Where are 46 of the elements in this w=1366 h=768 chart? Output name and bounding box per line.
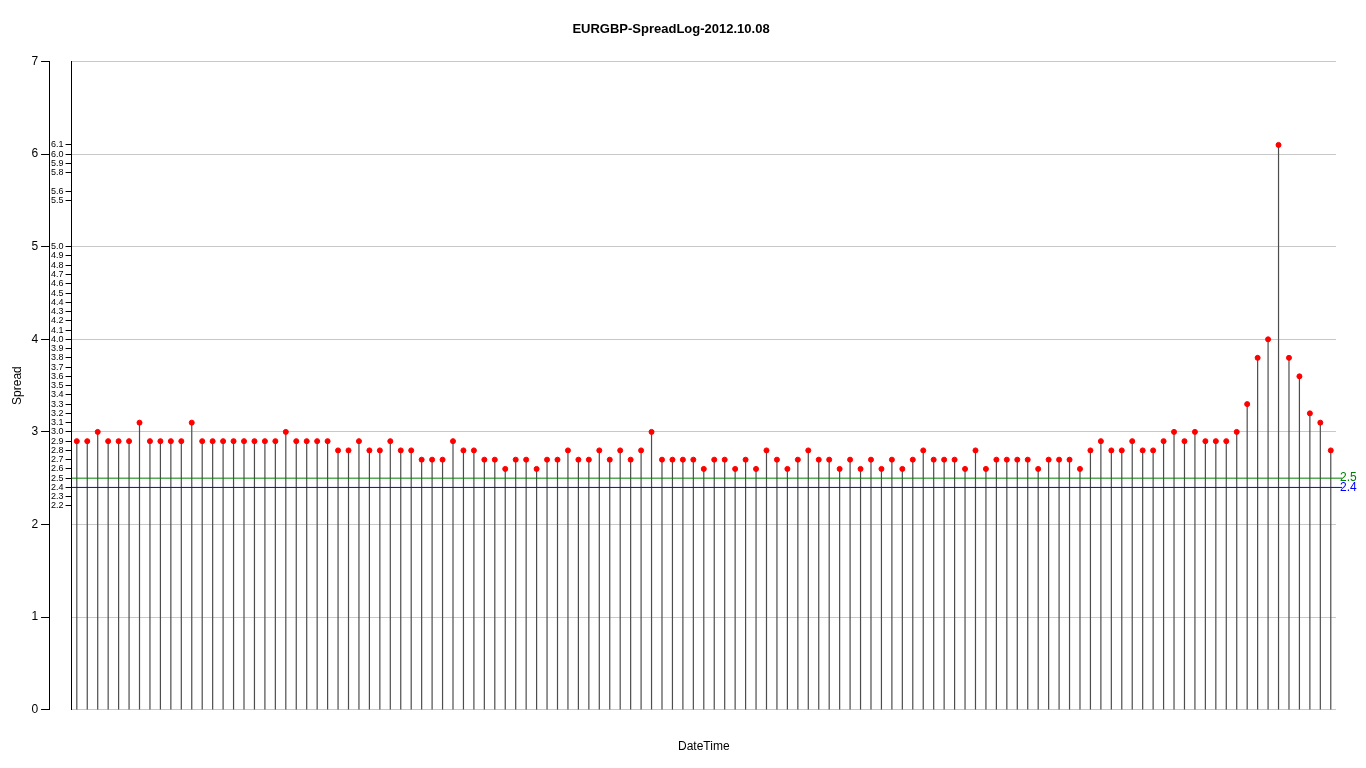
chart-title: EURGBP-SpreadLog-2012.10.08	[572, 21, 770, 37]
y2-tick-label: 4.9	[51, 250, 64, 261]
y2-tick-label: 4.3	[51, 306, 64, 317]
y2-tick-label: 2.4	[51, 481, 64, 492]
y2-tick-label: 5.6	[51, 185, 64, 196]
y2-tick-label: 4.7	[51, 269, 64, 279]
y-tick-label: 5	[31, 239, 39, 254]
y2-tick-label: 2.2	[51, 500, 64, 511]
y-tick-label: 7	[31, 53, 39, 68]
y2-tick-label: 2.7	[51, 454, 64, 465]
y-tick-label: 1	[31, 609, 39, 624]
y-tick-label: 0	[31, 701, 39, 716]
y2-tick-label: 5.9	[51, 157, 64, 168]
y2-tick-label: 2.9	[51, 435, 64, 446]
y2-tick-label: 3.7	[51, 361, 64, 372]
y2-tick-label: 3.0	[51, 426, 64, 437]
y2-tick-label: 4.0	[51, 333, 64, 344]
y2-tick-label: 3.4	[51, 389, 64, 400]
y2-tick-label: 3.1	[51, 417, 64, 428]
y-tick-label: 3	[31, 424, 39, 439]
y2-tick-label: 5.8	[51, 167, 64, 178]
y2-tick-label: 4.2	[51, 315, 64, 326]
y2-tick-label: 2.3	[51, 491, 64, 502]
y2-tick-label: 6.1	[51, 139, 64, 150]
y2-tick-label: 3.3	[51, 398, 64, 409]
y2-tick-label: 2.8	[51, 444, 64, 455]
y2-tick-label: 2.6	[51, 463, 64, 474]
y2-tick-label: 3.6	[51, 370, 64, 381]
y2-tick-label: 3.8	[51, 352, 64, 363]
y2-tick-label: 4.8	[51, 259, 64, 270]
y-tick-label: 4	[31, 331, 39, 346]
y2-tick-label: 4.6	[51, 278, 64, 289]
y2-tick-label: 6.0	[51, 148, 64, 159]
y-tick-label: 2	[31, 516, 39, 531]
y2-tick-label: 4.1	[51, 324, 64, 335]
y2-tick-label: 3.9	[51, 343, 64, 354]
y-axis-title: Spread	[9, 366, 24, 405]
y-tick-label: 6	[31, 146, 39, 161]
y2-tick-label: 4.4	[51, 296, 64, 307]
y2-tick-label: 3.2	[51, 407, 64, 418]
x-axis-title: DateTime	[678, 739, 730, 754]
y2-tick-label: 2.5	[51, 472, 64, 483]
y2-tick-label: 4.5	[51, 287, 64, 298]
y2-tick-label: 3.5	[51, 380, 64, 391]
y2-tick-label: 5.5	[51, 194, 64, 205]
y2-tick-label: 5.0	[51, 241, 64, 252]
